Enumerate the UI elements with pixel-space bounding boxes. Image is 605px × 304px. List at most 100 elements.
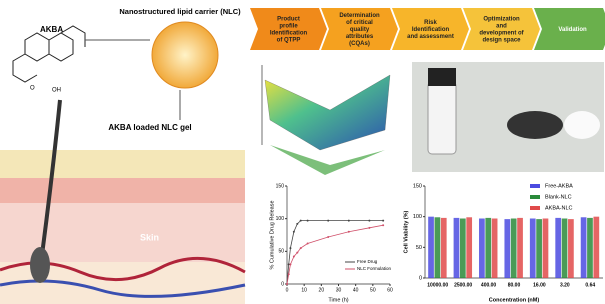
epidermis — [0, 178, 245, 203]
point — [368, 227, 370, 229]
bar — [485, 218, 491, 278]
line — [287, 225, 383, 284]
legend-label: Free-AKBA — [545, 183, 573, 189]
y-tick-label: 100 — [276, 216, 285, 222]
x-tick-label: 80.00 — [508, 282, 521, 288]
y-tick-label: 100 — [413, 214, 422, 220]
bar — [504, 219, 510, 278]
y-tick-label: 50 — [278, 249, 284, 255]
vial — [428, 82, 456, 154]
x-tick-label: 30 — [336, 287, 342, 293]
x-tick-label: 10000.00 — [427, 282, 448, 288]
label: Skin — [140, 232, 159, 242]
bar — [460, 219, 466, 278]
point — [348, 231, 350, 233]
workflow-label: Validation — [558, 27, 587, 33]
y-tick-label: 50 — [416, 245, 422, 251]
bar — [555, 218, 561, 278]
graphical-abstract: AKBA OH O Nanostructured lipid carrier (… — [0, 0, 605, 304]
x-tick-label: 400.00 — [481, 282, 497, 288]
point — [307, 242, 309, 244]
x-tick-label: 2500.00 — [454, 282, 472, 288]
label: Nanostructured lipid carrier (NLC) — [119, 7, 241, 16]
legend-label: AKBA-NLC — [545, 205, 573, 211]
point — [300, 220, 302, 222]
response-surface — [265, 75, 390, 150]
x-tick-label: 60 — [387, 287, 393, 293]
skin-illustration: AKBA OH O Nanostructured lipid carrier (… — [0, 7, 245, 304]
point — [300, 247, 302, 249]
point — [382, 220, 384, 222]
point — [293, 256, 295, 258]
point — [307, 220, 309, 222]
x-tick-label: 50 — [370, 287, 376, 293]
bar — [454, 218, 460, 278]
point — [289, 247, 291, 249]
y-tick-label: 0 — [281, 281, 284, 287]
x-tick-label: 10 — [301, 287, 307, 293]
surface-plot — [262, 65, 390, 175]
x-tick-label: 20 — [319, 287, 325, 293]
molecule-structure — [13, 26, 85, 82]
bar — [441, 218, 447, 278]
bar — [435, 217, 441, 278]
point — [286, 283, 288, 285]
bar — [581, 217, 587, 278]
x-axis-label: Time (h) — [328, 297, 348, 303]
point — [288, 273, 290, 275]
bar — [428, 217, 434, 278]
y-tick-label: 150 — [276, 183, 285, 189]
cap — [507, 111, 563, 139]
point — [368, 220, 370, 222]
bar — [511, 219, 517, 278]
legend-label: Free Drug — [357, 259, 378, 264]
point — [293, 231, 295, 233]
point — [288, 263, 290, 265]
point — [289, 263, 291, 265]
bar — [568, 219, 574, 278]
x-axis-label: Concentration (nM) — [489, 297, 540, 303]
bar — [593, 217, 599, 278]
bar — [517, 218, 523, 278]
follicle — [30, 247, 50, 283]
bar — [530, 219, 536, 278]
bar — [536, 219, 542, 278]
label: AKBA — [40, 25, 63, 34]
bar — [543, 219, 549, 278]
label: OH — [52, 88, 61, 94]
bar — [492, 219, 498, 278]
bar — [479, 219, 485, 278]
contour — [270, 145, 385, 175]
label: O — [30, 86, 35, 92]
x-tick-label: 3.20 — [560, 282, 570, 288]
x-tick-label: 40 — [353, 287, 359, 293]
legend-swatch — [530, 206, 540, 210]
point — [382, 224, 384, 226]
gel-layer — [0, 150, 245, 180]
cap — [428, 68, 456, 86]
legend-swatch — [530, 195, 540, 199]
point — [296, 252, 298, 254]
y-axis-label: Cell Viability (%) — [403, 210, 409, 253]
gel — [564, 111, 600, 139]
point — [327, 220, 329, 222]
label: AKBA loaded NLC gel — [108, 123, 191, 132]
legend-label: NLC Formulation — [357, 266, 392, 271]
bar — [466, 217, 472, 278]
point — [327, 236, 329, 238]
nlc-particle — [152, 22, 218, 88]
x-tick-label: 16.00 — [533, 282, 546, 288]
bar — [587, 218, 593, 278]
y-tick-label: 150 — [413, 183, 422, 189]
photo — [412, 62, 604, 172]
legend-label: Blank-NLC — [545, 194, 572, 200]
legend-swatch — [530, 184, 540, 188]
line — [287, 221, 383, 284]
point — [348, 220, 350, 222]
point — [296, 223, 298, 225]
x-tick-label: 0.64 — [585, 282, 595, 288]
x-tick-label: 0 — [286, 287, 289, 293]
y-axis-label: % Cumulative Drug Release — [269, 200, 275, 269]
y-tick-label: 0 — [419, 275, 422, 281]
